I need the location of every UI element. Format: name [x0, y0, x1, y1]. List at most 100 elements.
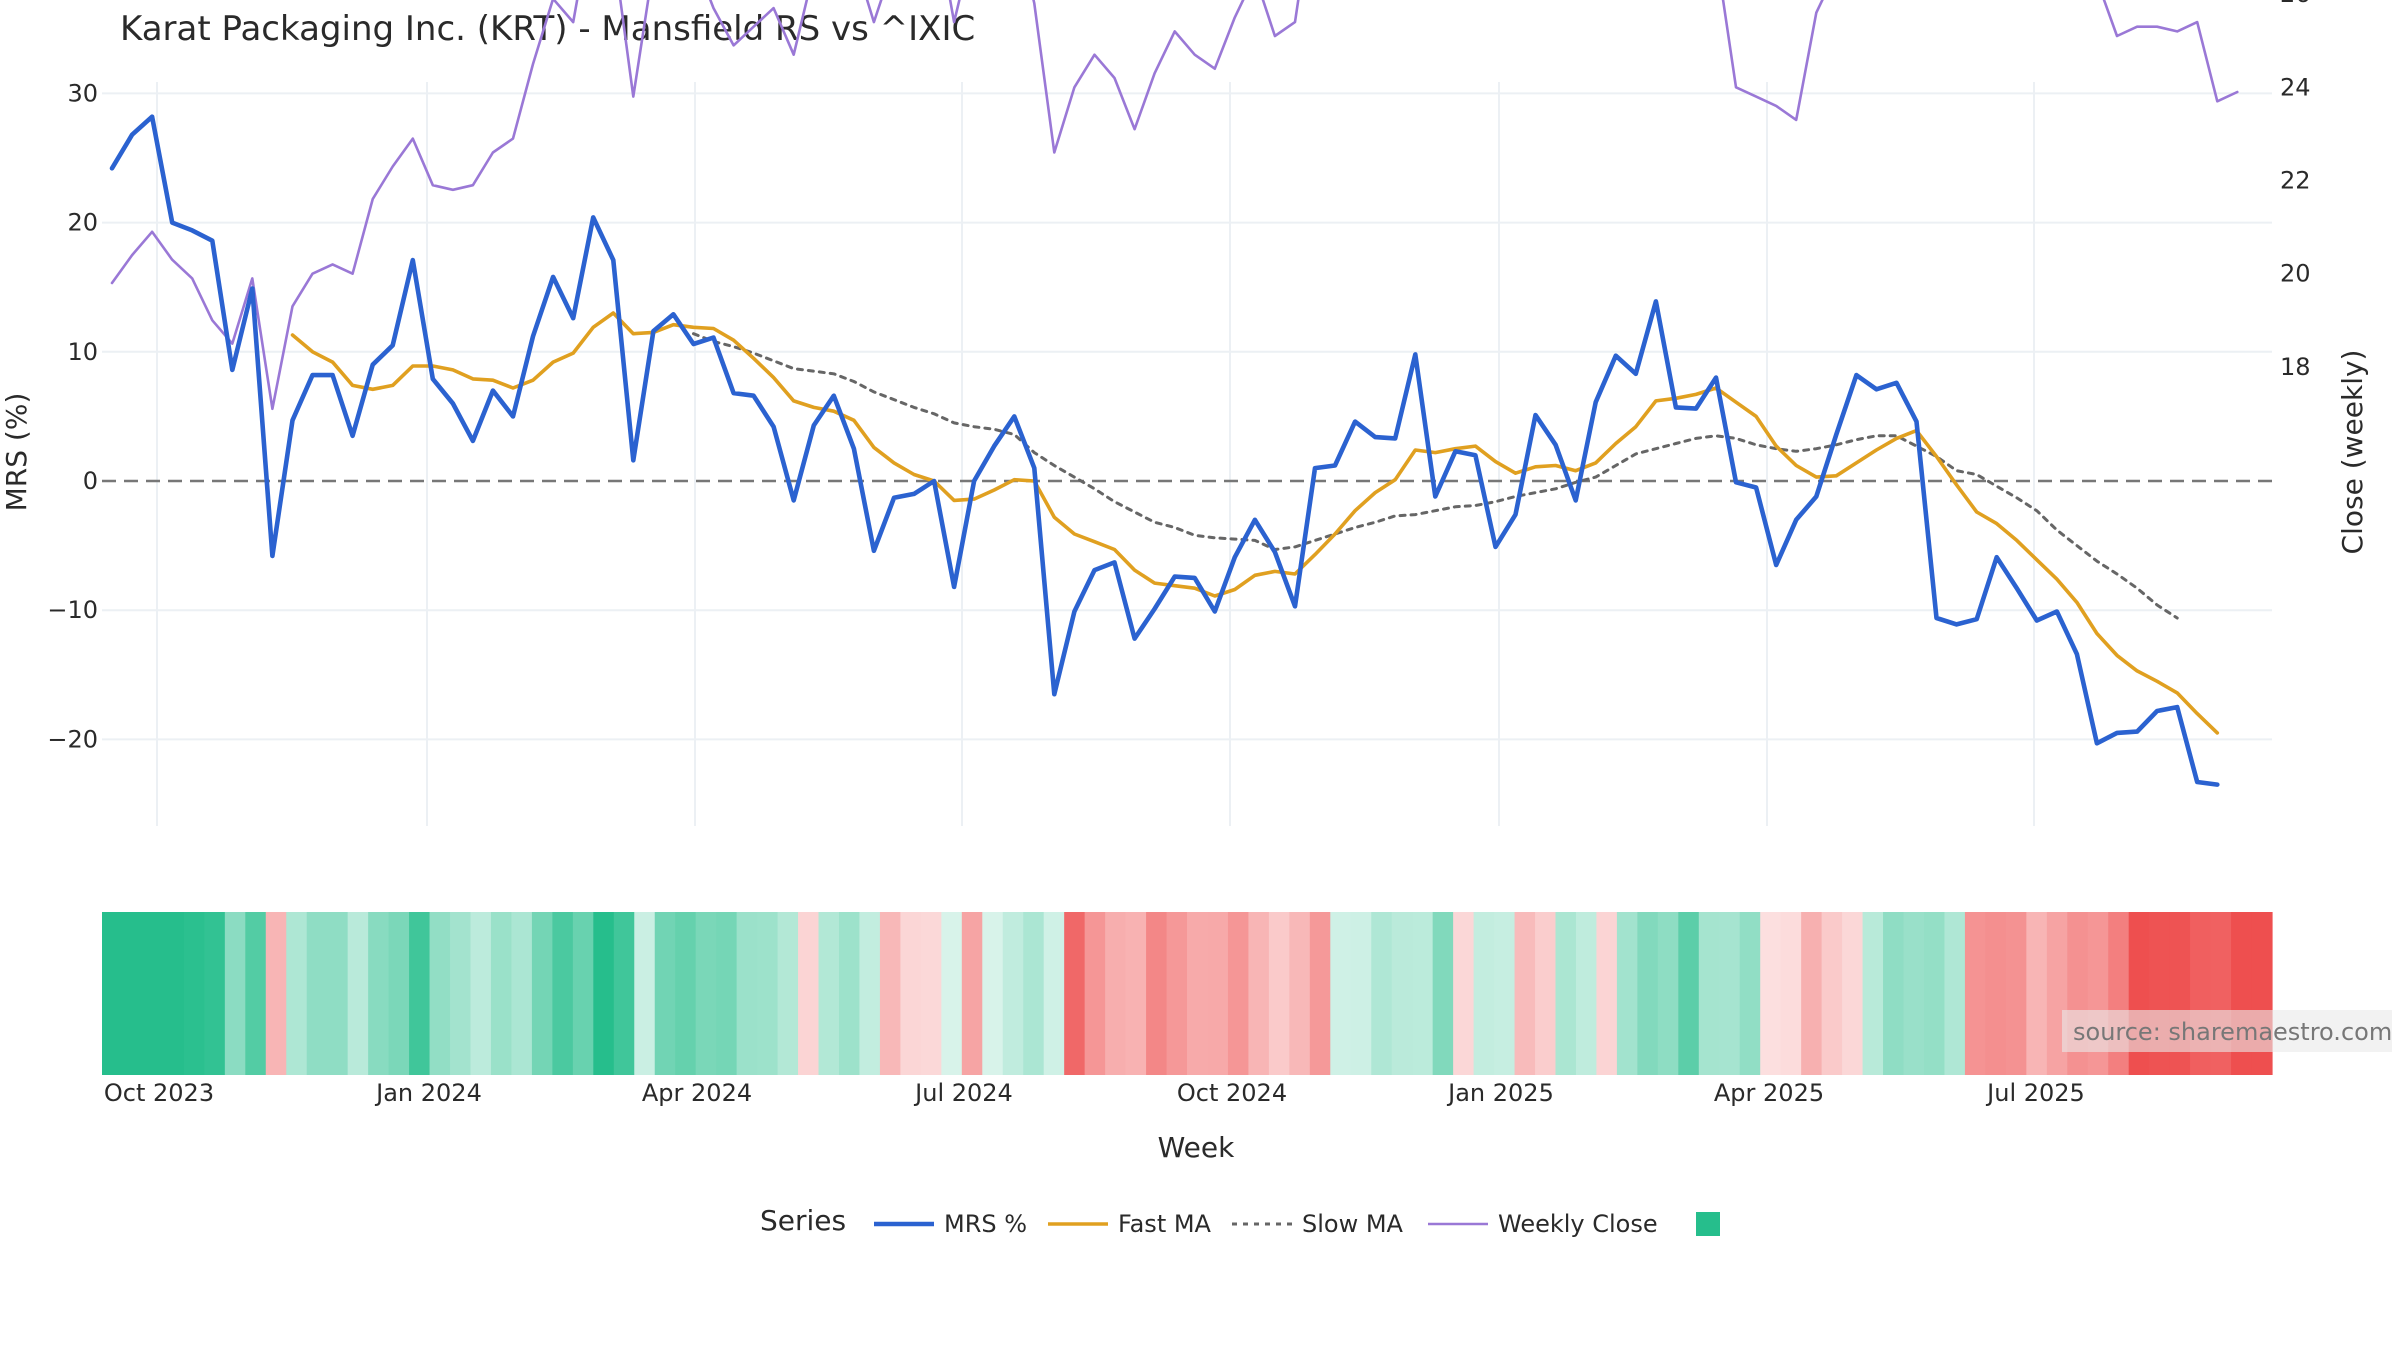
- series-line-mrs: [109, 114, 2220, 787]
- heatmap-cell: [1923, 912, 1946, 1075]
- heatmap-cell: [675, 912, 697, 1075]
- heatmap-cell: [327, 912, 349, 1075]
- heatmap-cell: [1002, 912, 1024, 1075]
- heatmap-cell: [1494, 912, 1516, 1075]
- heatmap-cell: [1023, 912, 1045, 1075]
- heatmap-cell: [1064, 912, 1086, 1075]
- x-tick-label: Jul 2025: [1985, 1079, 2085, 1107]
- heatmap-cell: [347, 912, 369, 1075]
- axis-layer: Oct 2023 Jan 2024 Apr 2024 Jul 2024 Oct 2024…: [47, 0, 2310, 1107]
- heatmap-cell: [204, 912, 226, 1075]
- heatmap-cell: [695, 912, 717, 1075]
- y-tick-label-right: 20: [2280, 260, 2311, 288]
- heatmap-cell: [1821, 912, 1843, 1075]
- y-tick-label-left: −20: [47, 725, 98, 753]
- heatmap-cell: [368, 912, 390, 1075]
- heatmap-cell: [450, 912, 472, 1075]
- legend: Series MRS % Fast MA Slow MA Weekly Close: [760, 1204, 1720, 1238]
- heatmap-cell: [1575, 912, 1598, 1075]
- y-tick-label-left: 10: [67, 338, 98, 366]
- heatmap-cell: [1637, 912, 1659, 1075]
- heatmap-cell: [1227, 912, 1250, 1075]
- heatmap-cell: [531, 912, 553, 1075]
- y-tick-label-left: 0: [83, 467, 98, 495]
- legend-label-slow-ma: Slow MA: [1302, 1210, 1404, 1238]
- heatmap-cell: [1309, 912, 1331, 1075]
- heatmap-cell: [1330, 912, 1352, 1075]
- heatmap-cell: [1535, 912, 1557, 1075]
- heatmap-cell: [142, 912, 165, 1075]
- heatmap-cell: [1842, 912, 1864, 1075]
- heatmap-cell: [777, 912, 799, 1075]
- series-layer: [109, 0, 2239, 787]
- heatmap-strip: [102, 912, 2273, 1075]
- heatmap-cell: [1657, 912, 1679, 1075]
- heatmap-cell: [736, 912, 758, 1075]
- heatmap-cell: [1207, 912, 1229, 1075]
- y-tick-label-left: 20: [67, 209, 98, 237]
- heatmap-cell: [1371, 912, 1393, 1075]
- heatmap-cell: [1964, 912, 1986, 1075]
- x-tick-label: Oct 2024: [1177, 1079, 1287, 1107]
- y-tick-label-left: 30: [67, 79, 98, 107]
- x-tick-label: Jan 2025: [1446, 1079, 1554, 1107]
- x-tick-label: Jul 2024: [913, 1079, 1013, 1107]
- heatmap-cell: [1944, 912, 1966, 1075]
- y-tick-label-left: −10: [47, 596, 98, 624]
- heatmap-cell: [1514, 912, 1536, 1075]
- heatmap-cell: [1453, 912, 1475, 1075]
- heatmap-cell: [1862, 912, 1884, 1075]
- heatmap-cell: [1043, 912, 1065, 1075]
- heatmap-cell: [859, 912, 881, 1075]
- heatmap-cell: [1801, 912, 1823, 1075]
- heatmap-cell: [306, 912, 328, 1075]
- heatmap-cell: [1760, 912, 1782, 1075]
- heatmap-cell: [1985, 912, 2007, 1075]
- heatmap-cell: [1412, 912, 1434, 1075]
- heatmap-cell: [1678, 912, 1700, 1075]
- heatmap-cell: [552, 912, 574, 1075]
- heatmap-cell: [1780, 912, 1802, 1075]
- heatmap-cell: [1883, 912, 1905, 1075]
- heatmap-cell: [163, 912, 185, 1075]
- heatmap-cell: [1289, 912, 1311, 1075]
- x-tick-label: Apr 2025: [1714, 1079, 1824, 1107]
- legend-label-weekly-close: Weekly Close: [1498, 1210, 1658, 1238]
- series-line-weekly-close: [110, 0, 2239, 411]
- heatmap-cell: [490, 912, 513, 1075]
- heatmap-cell: [613, 912, 635, 1075]
- heatmap-cell: [102, 912, 124, 1075]
- x-axis-title: Week: [1158, 1131, 1235, 1164]
- heatmap-cell: [122, 912, 144, 1075]
- heatmap-cell: [879, 912, 901, 1075]
- heatmap-cell: [1473, 912, 1495, 1075]
- source-badge-bg: [2062, 1010, 2392, 1052]
- heatmap-cell: [1125, 912, 1147, 1075]
- heatmap-cell: [1432, 912, 1454, 1075]
- heatmap-cell: [900, 912, 922, 1075]
- heatmap-cell: [1391, 912, 1413, 1075]
- legend-label-fast-ma: Fast MA: [1118, 1210, 1212, 1238]
- y-tick-label-right: 24: [2280, 73, 2311, 101]
- heatmap-cell: [409, 912, 431, 1075]
- gridlines: [102, 82, 2272, 826]
- heatmap-cell: [388, 912, 410, 1075]
- heatmap-cell: [265, 912, 287, 1075]
- source-label: source: sharemaestro.com: [2073, 1018, 2392, 1046]
- heatmap-cell: [1187, 912, 1209, 1075]
- heatmap-cell: [1350, 912, 1372, 1075]
- heatmap-cell: [1616, 912, 1638, 1075]
- heatmap-cell: [941, 912, 963, 1075]
- heatmap-cell: [1146, 912, 1168, 1075]
- y-axis-title-left: MRS (%): [0, 393, 33, 512]
- heatmap-cell: [286, 912, 308, 1075]
- heatmap-cell: [183, 912, 205, 1075]
- heatmap-cell: [654, 912, 676, 1075]
- y-axis-title-right: Close (weekly): [2336, 350, 2369, 555]
- heatmap-cell: [511, 912, 533, 1075]
- heatmap-cell: [1903, 912, 1925, 1075]
- heatmap-cell: [818, 912, 840, 1075]
- legend-title: Series: [760, 1204, 846, 1237]
